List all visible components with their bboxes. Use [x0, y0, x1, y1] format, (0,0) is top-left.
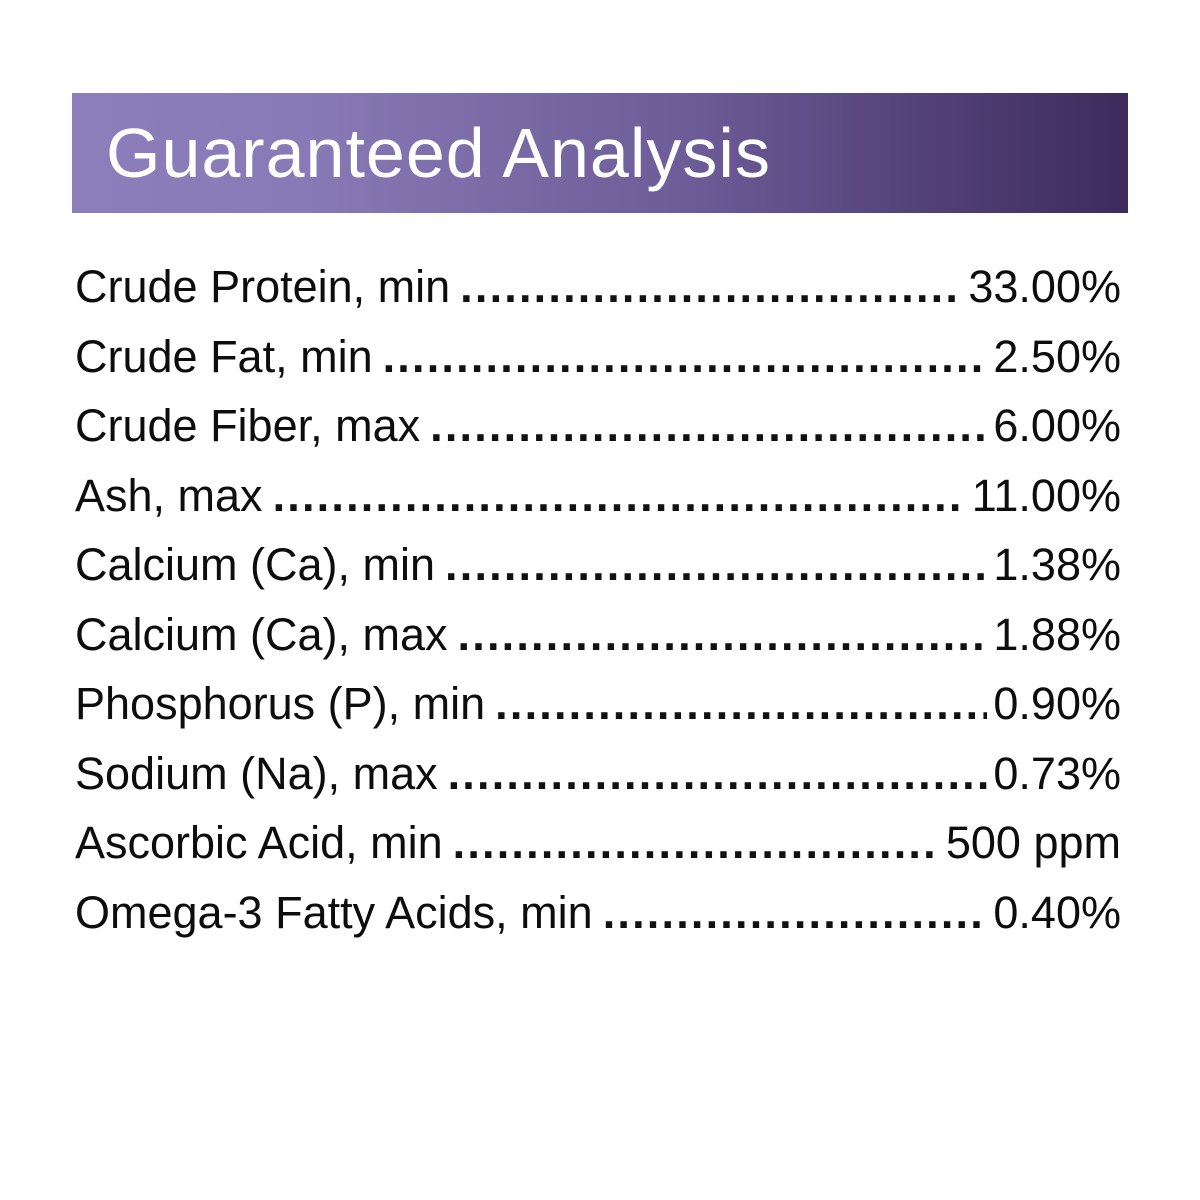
leader-dots: ........................................… — [430, 400, 988, 451]
leader-dots: ........................................… — [457, 608, 988, 660]
leader-dots: ........................................… — [445, 539, 988, 590]
table-row: Ascorbic Acid, min......................… — [75, 808, 1121, 878]
table-row: Calcium (Ca), min.......................… — [75, 530, 1121, 600]
nutrient-value: 11.00% — [971, 469, 1121, 521]
header-banner: Guaranteed Analysis — [72, 93, 1128, 213]
nutrient-label: Ascorbic Acid, min — [75, 817, 443, 868]
nutrient-value: 1.38% — [993, 539, 1121, 590]
table-row: Crude Protein, min......................… — [75, 252, 1121, 322]
nutrient-label: Phosphorus (P), min — [75, 678, 486, 729]
nutrient-label: Calcium (Ca), min — [75, 539, 436, 590]
nutrient-value: 2.50% — [993, 330, 1121, 382]
nutrient-label: Crude Fiber, max — [75, 400, 421, 451]
nutrient-label: Omega-3 Fatty Acids, min — [75, 886, 593, 938]
nutrient-value: 1.88% — [993, 608, 1121, 660]
nutrient-value: 0.73% — [993, 747, 1121, 799]
nutrient-label: Calcium (Ca), max — [75, 608, 448, 660]
leader-dots: ........................................… — [272, 469, 966, 521]
leader-dots: ........................................… — [602, 886, 988, 938]
nutrient-value: 0.90% — [993, 678, 1121, 729]
leader-dots: ........................................… — [447, 747, 988, 799]
nutrient-label: Crude Fat, min — [75, 330, 373, 382]
leader-dots: ........................................… — [382, 330, 988, 382]
nutrient-label: Sodium (Na), max — [75, 747, 438, 799]
leader-dots: ........................................… — [452, 817, 940, 868]
table-row: Ash, max................................… — [75, 461, 1121, 531]
guaranteed-analysis-table: Crude Protein, min......................… — [75, 252, 1121, 947]
table-row: Crude Fiber, max........................… — [75, 391, 1121, 461]
leader-dots: ........................................… — [495, 678, 987, 729]
nutrient-label: Crude Protein, min — [75, 261, 451, 312]
nutrient-value: 6.00% — [993, 400, 1121, 451]
table-row: Calcium (Ca), max.......................… — [75, 600, 1121, 670]
table-row: Phosphorus (P), min.....................… — [75, 669, 1121, 739]
page-title: Guaranteed Analysis — [106, 114, 771, 192]
nutrient-label: Ash, max — [75, 469, 263, 521]
nutrient-value: 0.40% — [993, 886, 1121, 938]
table-row: Sodium (Na), max........................… — [75, 739, 1121, 809]
table-row: Omega-3 Fatty Acids, min................… — [75, 878, 1121, 948]
nutrient-value: 33.00% — [968, 261, 1121, 312]
leader-dots: ........................................… — [460, 261, 962, 312]
table-row: Crude Fat, min..........................… — [75, 322, 1121, 392]
nutrient-value: 500 ppm — [945, 817, 1121, 868]
